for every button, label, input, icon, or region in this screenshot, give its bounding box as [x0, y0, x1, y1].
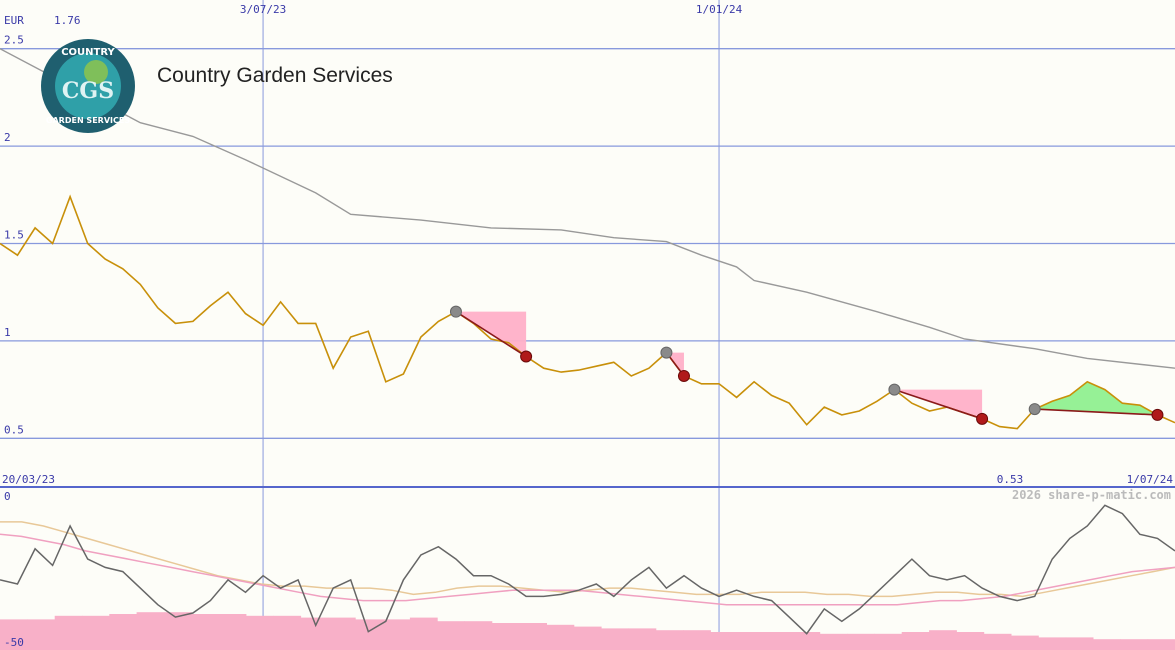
axis-labels: 2.5 2 1.5 1 0.5 3/07/23 1/01/24 EUR 1.76 20/03/23… [2, 3, 1173, 649]
signal-line [455, 311, 527, 358]
volume-bar [792, 632, 821, 650]
volume-bar [901, 632, 930, 650]
company-logo: COUNTRY CGS GARDEN SERVICES [38, 38, 138, 134]
y-tick-label: 1 [4, 326, 11, 339]
volume-bar [136, 612, 165, 650]
volume-bar [245, 615, 274, 650]
volume-bar [983, 633, 1012, 650]
chart-title: Country Garden Services [157, 64, 393, 87]
volume-bar [27, 619, 56, 650]
signal-entry-marker [888, 383, 901, 396]
volume-bar [464, 621, 493, 650]
volume-bar [956, 632, 985, 650]
signal-exit-marker [1151, 408, 1164, 421]
series-lines [0, 48, 1175, 430]
signal-exit-marker [677, 369, 690, 382]
volume-bar [382, 619, 411, 650]
volume-bar [1120, 639, 1149, 650]
oscillator-line [0, 504, 1175, 635]
signal-exit-marker [976, 412, 989, 425]
volume-bar [218, 614, 247, 650]
volume-bar [628, 628, 657, 650]
volume-bar [655, 630, 684, 650]
volume-bar [491, 623, 520, 650]
signal-markers [449, 305, 1164, 425]
watermark: 2026 share-p-matic.com [1012, 488, 1171, 502]
signal-line [1034, 408, 1158, 416]
volume-bar [437, 621, 465, 650]
oscillator-zero-label: 0 [4, 490, 11, 503]
signal-gain-area [1034, 381, 1158, 415]
volume-bar [1093, 639, 1121, 650]
volume-bar [273, 615, 302, 650]
volume-bar [191, 614, 220, 650]
y-tick-label: 0.5 [4, 423, 24, 436]
last-price-label: 1.76 [54, 14, 81, 27]
x-tick-label: 3/07/23 [240, 3, 286, 16]
volume-bar [819, 633, 848, 650]
oscillator-min-label: -50 [4, 636, 24, 649]
volume-bar [546, 624, 575, 650]
volume-bar [54, 615, 83, 650]
volume-bar [929, 630, 957, 650]
volume-bar [1147, 639, 1175, 650]
volume-bar [82, 615, 110, 650]
logo-bottom-text: GARDEN SERVICES [46, 116, 130, 125]
signal-shading [455, 311, 1158, 419]
volume-bar [683, 630, 711, 650]
volume-bar [1065, 637, 1094, 650]
min-value-label: 0.53 [997, 473, 1024, 486]
x-start-label: 20/03/23 [2, 473, 55, 486]
volume-bar [573, 626, 602, 650]
y-tick-label: 1.5 [4, 229, 24, 242]
volume-bar [601, 628, 629, 650]
signal-line [894, 388, 983, 420]
oscillator-ma-long [0, 521, 1175, 598]
logo-top-text: COUNTRY [61, 47, 115, 58]
volume-bar [737, 632, 766, 650]
series-line-price [0, 194, 1175, 430]
x-end-label: 1/07/24 [1127, 473, 1174, 486]
volume-bar [1038, 637, 1067, 650]
logo-initials: CGS [62, 78, 114, 104]
volume-bar [355, 619, 383, 650]
x-tick-label: 1/01/24 [696, 3, 743, 16]
oscillator-ma-short [0, 533, 1175, 606]
volume-bar [765, 632, 793, 650]
oscillator-lines [0, 504, 1175, 635]
y-tick-label: 2.5 [4, 34, 24, 47]
volume-bar [327, 617, 356, 650]
volume-bar [164, 612, 192, 650]
currency-label: EUR [4, 14, 24, 27]
volume-bar [874, 633, 903, 650]
volume-bar [409, 617, 438, 650]
series-line-ma_long [0, 48, 1175, 369]
volume-bar [0, 619, 28, 650]
volume-bar [109, 614, 138, 650]
y-tick-label: 2 [4, 131, 11, 144]
signal-entry-marker [660, 346, 673, 359]
signal-entry-marker [1028, 403, 1041, 416]
volume-bar [847, 633, 875, 650]
volume-bars [0, 612, 1175, 650]
volume-bar [1011, 635, 1039, 650]
signal-exit-marker [520, 350, 533, 363]
signal-entry-marker [449, 305, 462, 318]
volume-bar [710, 632, 739, 650]
volume-bar [519, 623, 547, 650]
